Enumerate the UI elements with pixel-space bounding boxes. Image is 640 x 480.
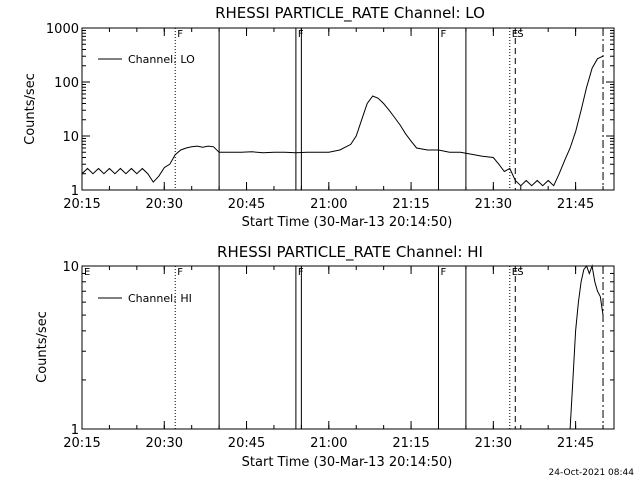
x-axis-label: Start Time (30-Mar-13 20:14:50) bbox=[242, 215, 453, 230]
x-tick-label: 21:30 bbox=[475, 436, 512, 451]
x-tick-label: 21:15 bbox=[392, 197, 429, 212]
event-label: F bbox=[177, 29, 183, 40]
y-axis-label: Counts/sec bbox=[23, 73, 38, 145]
x-ticks: 20:15 20:30 20:45 21:00 21:15 21:30 21:45 bbox=[63, 28, 604, 212]
y-ticks: 1 10 bbox=[62, 260, 614, 438]
event-label: S bbox=[517, 267, 523, 278]
x-tick-label: 21:00 bbox=[310, 436, 347, 451]
legend-label: Channel: LO bbox=[128, 53, 195, 66]
legend: Channel: LO bbox=[98, 53, 195, 66]
footer-timestamp: 24-Oct-2021 08:44 bbox=[548, 468, 634, 478]
x-tick-label: 21:45 bbox=[557, 436, 594, 451]
x-axis-label: Start Time (30-Mar-13 20:14:50) bbox=[242, 455, 453, 470]
x-tick-label: 21:45 bbox=[557, 197, 594, 212]
x-tick-label: 20:30 bbox=[146, 436, 183, 451]
plot-frame bbox=[81, 27, 615, 191]
x-tick-label: 20:15 bbox=[63, 436, 100, 451]
series-line bbox=[81, 55, 604, 187]
chart-title: RHESSI PARTICLE_RATE Channel: LO bbox=[215, 4, 485, 23]
event-label: F bbox=[440, 267, 446, 278]
event-label: F bbox=[177, 267, 183, 278]
event-label: E bbox=[84, 267, 90, 278]
x-tick-label: 20:45 bbox=[228, 436, 265, 451]
x-tick-label: 21:30 bbox=[475, 197, 512, 212]
x-ticks: 20:15 20:30 20:45 21:00 21:15 21:30 21:45 bbox=[63, 266, 604, 451]
x-tick-label: 21:00 bbox=[310, 197, 347, 212]
x-tick-label: 20:15 bbox=[63, 197, 100, 212]
x-tick-label: 20:30 bbox=[146, 197, 183, 212]
legend: Channel: HI bbox=[98, 292, 192, 305]
event-label: F bbox=[440, 29, 446, 40]
y-tick-label: 1 bbox=[71, 423, 79, 438]
event-label: E bbox=[512, 29, 518, 40]
series-line bbox=[569, 264, 604, 430]
y-tick-label: 1000 bbox=[46, 22, 79, 37]
chart-title: RHESSI PARTICLE_RATE Channel: HI bbox=[217, 243, 483, 262]
y-tick-label: 100 bbox=[54, 76, 79, 91]
x-tick-label: 21:15 bbox=[392, 436, 429, 451]
legend-label: Channel: HI bbox=[128, 292, 192, 305]
plot-frame bbox=[81, 265, 615, 430]
y-tick-label: 10 bbox=[62, 130, 79, 145]
y-axis-label: Counts/sec bbox=[35, 311, 50, 383]
x-tick-label: 20:45 bbox=[228, 197, 265, 212]
event-label: S bbox=[517, 29, 523, 40]
event-label: E bbox=[512, 267, 518, 278]
y-tick-label: 10 bbox=[62, 260, 79, 275]
y-ticks: 1 10 100 1000 bbox=[46, 22, 614, 199]
y-tick-label: 1 bbox=[71, 184, 79, 199]
